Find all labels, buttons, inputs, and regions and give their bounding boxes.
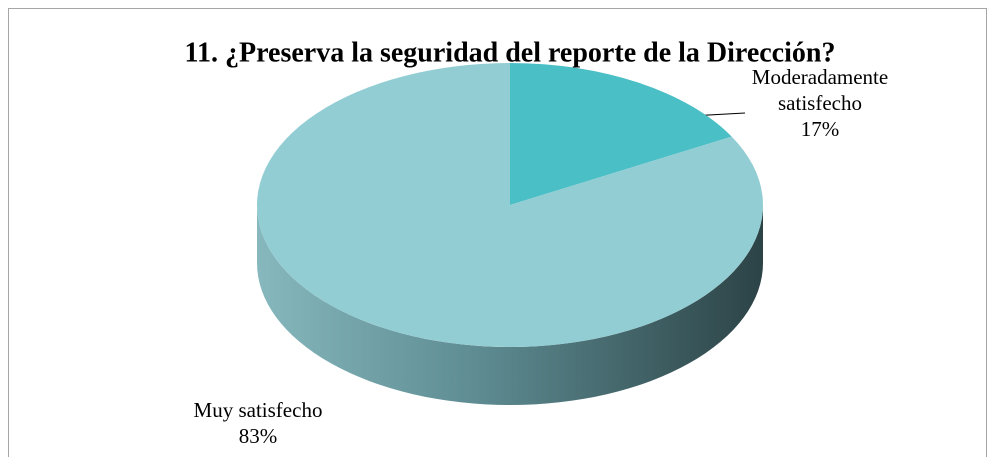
pie-slice xyxy=(257,63,763,347)
value-label: 83% xyxy=(238,424,278,448)
pie-side xyxy=(257,205,763,405)
pie-slice xyxy=(510,63,732,205)
slice-label: Moderadamente satisfecho 17% xyxy=(730,64,910,142)
category-label: Muy satisfecho xyxy=(193,398,323,422)
slice-label: Muy satisfecho 83% xyxy=(158,397,358,449)
category-label: Moderadamente satisfecho xyxy=(751,65,889,115)
value-label: 17% xyxy=(800,117,840,141)
